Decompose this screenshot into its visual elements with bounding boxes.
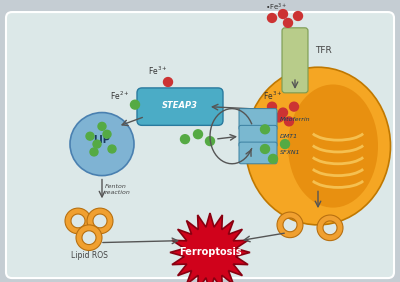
- Ellipse shape: [246, 67, 390, 225]
- Text: Fenton
reaction: Fenton reaction: [105, 184, 131, 195]
- Wedge shape: [76, 225, 102, 250]
- Text: Lipid ROS: Lipid ROS: [70, 251, 108, 260]
- Circle shape: [194, 130, 202, 139]
- Circle shape: [294, 12, 302, 20]
- Wedge shape: [277, 212, 303, 238]
- Circle shape: [268, 14, 276, 22]
- FancyBboxPatch shape: [282, 28, 308, 93]
- Polygon shape: [170, 213, 250, 282]
- Text: Fe$^{3+}$: Fe$^{3+}$: [148, 65, 168, 77]
- Circle shape: [260, 125, 270, 134]
- Circle shape: [278, 10, 288, 18]
- Circle shape: [278, 108, 288, 117]
- Text: STEAP3: STEAP3: [162, 101, 198, 110]
- Text: Fe$^{3+}$: Fe$^{3+}$: [263, 89, 282, 102]
- Circle shape: [98, 122, 106, 130]
- Circle shape: [103, 130, 111, 138]
- FancyBboxPatch shape: [239, 142, 277, 164]
- Circle shape: [93, 140, 101, 148]
- Text: DMT1: DMT1: [280, 134, 298, 139]
- Circle shape: [108, 145, 116, 153]
- Circle shape: [206, 137, 214, 146]
- Circle shape: [280, 140, 290, 149]
- Ellipse shape: [288, 85, 378, 208]
- Circle shape: [274, 113, 284, 122]
- Circle shape: [180, 135, 190, 144]
- FancyBboxPatch shape: [239, 125, 277, 147]
- Circle shape: [164, 78, 172, 87]
- Text: Ferroptosis: Ferroptosis: [179, 247, 241, 257]
- Circle shape: [260, 145, 270, 153]
- Circle shape: [284, 18, 292, 27]
- Text: LIP: LIP: [94, 135, 110, 145]
- Circle shape: [284, 117, 294, 126]
- Circle shape: [268, 102, 276, 111]
- FancyBboxPatch shape: [6, 12, 394, 278]
- Text: Fe$^{2+}$: Fe$^{2+}$: [110, 89, 130, 102]
- Wedge shape: [87, 208, 113, 234]
- FancyBboxPatch shape: [239, 109, 277, 130]
- Circle shape: [70, 113, 134, 176]
- Text: $\bullet$Fe$^{3+}$: $\bullet$Fe$^{3+}$: [265, 1, 288, 13]
- Circle shape: [290, 102, 298, 111]
- Circle shape: [268, 155, 278, 163]
- Wedge shape: [317, 215, 343, 241]
- Circle shape: [90, 148, 98, 156]
- FancyBboxPatch shape: [137, 88, 223, 125]
- Text: TFR: TFR: [315, 46, 332, 55]
- Circle shape: [130, 100, 140, 109]
- Circle shape: [86, 132, 94, 140]
- Text: Mitoferrin: Mitoferrin: [280, 117, 311, 122]
- Wedge shape: [65, 208, 91, 234]
- Text: SFXN1: SFXN1: [280, 150, 300, 155]
